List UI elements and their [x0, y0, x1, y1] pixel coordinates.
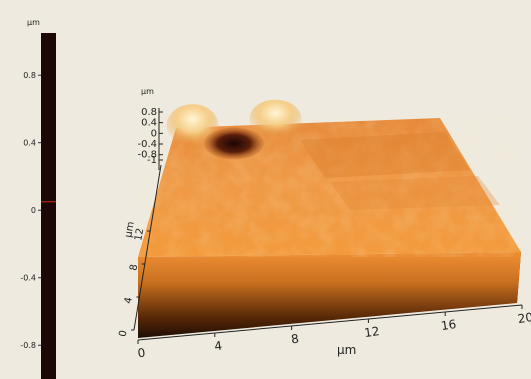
z-axis-tick-label: 0 — [151, 128, 157, 139]
x-axis: µm 0 4 8 12 16 20 — [137, 304, 531, 361]
colorbar-tick-label: -0.8 — [20, 341, 36, 350]
surface-peak — [249, 99, 302, 138]
colorbar-tick-label: 0.4 — [23, 139, 36, 148]
x-axis-tick-label: 16 — [440, 317, 457, 333]
colorbar-tick-label: 0 — [31, 206, 36, 215]
surface-front-face — [138, 252, 521, 338]
colorbar-unit: µm — [27, 18, 40, 27]
surface-features — [166, 99, 302, 160]
surface-block — [138, 118, 521, 338]
y-axis: µm 0 4 8 12 — [118, 164, 162, 338]
x-axis-tick-label: 20 — [517, 310, 531, 326]
y-axis-tick-label: 8 — [128, 263, 140, 271]
y-axis-line — [133, 164, 162, 331]
surface-ridge — [300, 132, 470, 178]
x-axis-tick-label: 8 — [290, 332, 300, 347]
y-axis-tick-label: 4 — [123, 296, 135, 304]
x-axis-tick-label: 4 — [213, 339, 223, 354]
x-axis-unit: µm — [337, 343, 356, 357]
surface-peak — [166, 104, 219, 148]
x-axis-tick-label: 0 — [137, 346, 147, 361]
y-axis-unit: µm — [123, 221, 137, 239]
colorbar-tick-label: 0.8 — [23, 71, 36, 80]
z-axis-tick-label: 0.8 — [141, 107, 157, 118]
colorbar-strip — [41, 33, 56, 379]
colorbar: µm 0.8 0.4 0 -0.4 -0.8 — [20, 18, 56, 379]
z-axis-tick-label: -1 — [147, 155, 157, 166]
x-axis-line — [137, 304, 523, 341]
z-axis-tick-label: -0.4 — [137, 139, 157, 150]
y-axis-tick-label: 12 — [133, 227, 146, 241]
surface-pit — [203, 127, 264, 160]
surface-ridge — [330, 176, 500, 210]
z-axis-tick-label: 0.4 — [141, 118, 157, 129]
z-axis-unit: µm — [141, 87, 154, 96]
colorbar-tick-label: -0.4 — [20, 274, 36, 283]
x-axis-tick-label: 12 — [363, 324, 380, 340]
z-axis-tick-label: -0.8 — [137, 150, 157, 161]
z-axis: µm 0.80.40-0.4-0.8-1 — [137, 87, 163, 170]
y-axis-tick-label: 0 — [118, 329, 130, 337]
